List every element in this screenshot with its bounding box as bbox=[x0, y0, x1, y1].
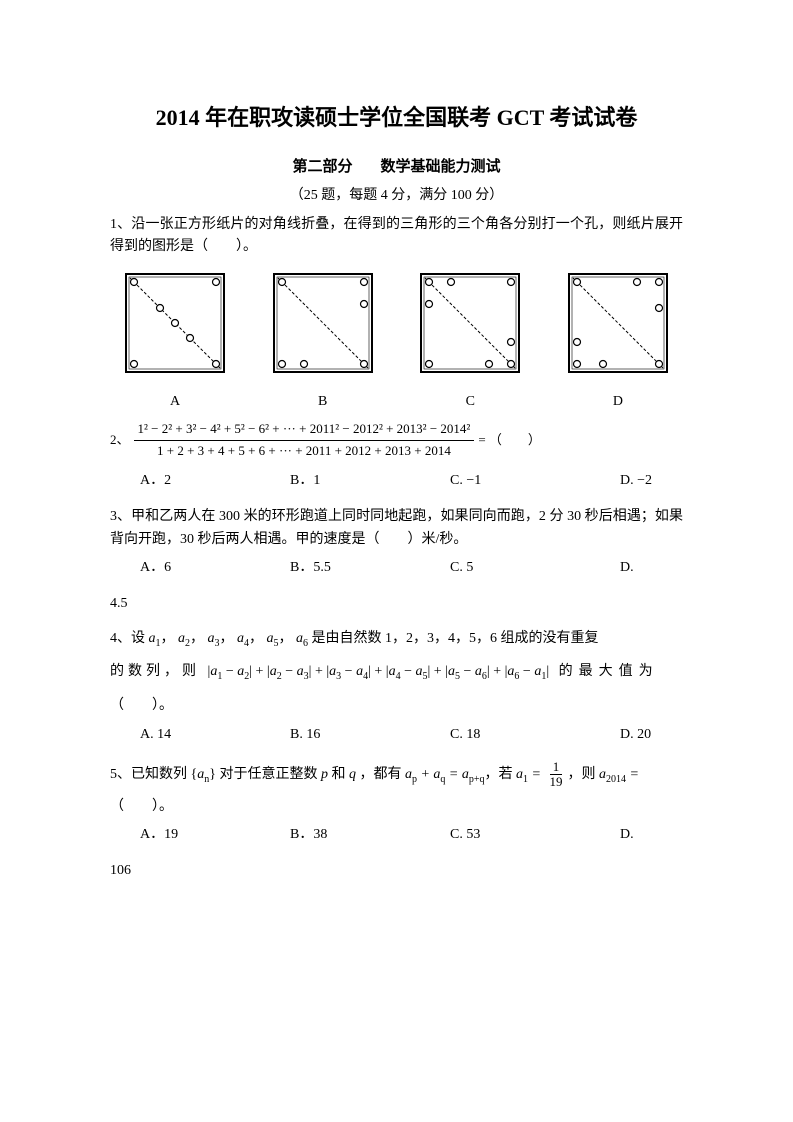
q2-prefix: 2、 bbox=[110, 430, 130, 451]
q5-an: an bbox=[197, 767, 209, 782]
q5-line2: （ ）。 bbox=[110, 796, 683, 818]
q4-line2: 的数列，则 |a1 − a2| + |a2 − a3| + |a3 − a4| … bbox=[110, 661, 683, 685]
q5-p: p bbox=[321, 767, 328, 782]
q4-a4: a4 bbox=[237, 631, 249, 646]
q1-figure-b bbox=[263, 268, 383, 386]
q1-label-a: A bbox=[115, 391, 235, 413]
q5-opt-b: B．38 bbox=[290, 824, 450, 846]
q3-options: A．6 B．5.5 C. 5 D. bbox=[140, 557, 683, 579]
q2-text: 2、 1² − 2² + 3² − 4² + 5² − 6² + ··· + 2… bbox=[110, 419, 683, 462]
q4-a5: a5 bbox=[267, 631, 279, 646]
q1-figures bbox=[110, 268, 683, 386]
q5-options: A．19 B．38 C. 53 D. bbox=[140, 824, 683, 846]
q5-eq: ap + aq = ap+q bbox=[405, 767, 485, 782]
q5-and: 和 bbox=[328, 767, 349, 782]
q1-figure-a bbox=[115, 268, 235, 386]
q5-opt-c: C. 53 bbox=[450, 824, 620, 846]
q4-opt-a: A. 14 bbox=[140, 724, 290, 746]
q4-options: A. 14 B. 16 C. 18 D. 20 bbox=[140, 724, 683, 746]
q1-figure-labels: A B C D bbox=[110, 391, 683, 413]
q2-denominator: 1 + 2 + 3 + 4 + 5 + 6 + ··· + 2011 + 201… bbox=[153, 441, 455, 462]
q3-opt-d: D. bbox=[620, 557, 634, 579]
q4-opt-c: C. 18 bbox=[450, 724, 620, 746]
q5-opt-d: D. bbox=[620, 824, 634, 846]
q3-opt-a: A．6 bbox=[140, 557, 290, 579]
q3-opt-b: B．5.5 bbox=[290, 557, 450, 579]
q4-post: 是由自然数 1，2，3，4，5，6 组成的没有重复 bbox=[312, 631, 599, 646]
exam-meta: （25 题，每题 4 分，满分 100 分） bbox=[110, 185, 683, 207]
q2-opt-c: C. −1 bbox=[450, 470, 620, 492]
q5-pre: 5、已知数列 { bbox=[110, 767, 197, 782]
q4-expr: |a1 − a2| + |a2 − a3| + |a3 − a4| + |a4 … bbox=[208, 664, 550, 679]
q2-numerator: 1² − 2² + 3² − 4² + 5² − 6² + ··· + 2011… bbox=[134, 419, 475, 441]
q4-pre: 4、设 bbox=[110, 631, 145, 646]
q4-opt-b: B. 16 bbox=[290, 724, 450, 746]
q1-label-b: B bbox=[263, 391, 383, 413]
q5-frac: 119 bbox=[546, 760, 565, 790]
subtitle-part1: 第二部分 bbox=[292, 159, 352, 175]
q5-a2014: a2014 = bbox=[599, 767, 639, 782]
q2-opt-a: A．2 bbox=[140, 470, 290, 492]
q4-a1: a1 bbox=[149, 631, 161, 646]
q2-equals: = （ ） bbox=[478, 430, 541, 451]
q3-text: 3、甲和乙两人在 300 米的环形跑道上同时同地起跑，如果同向而跑，2 分 30… bbox=[110, 506, 683, 551]
q5-a1: a1 = bbox=[516, 767, 544, 782]
q4-a2: a2 bbox=[178, 631, 190, 646]
q2-fraction: 1² − 2² + 3² − 4² + 5² − 6² + ··· + 2011… bbox=[134, 419, 475, 462]
q2-opt-d: D. −2 bbox=[620, 470, 652, 492]
q4-a6: a6 bbox=[296, 631, 308, 646]
q1-text: 1、沿一张正方形纸片的对角线折叠，在得到的三角形的三个角各分别打一个孔，则纸片展… bbox=[110, 214, 683, 259]
q5-mid2: ，都有 bbox=[356, 767, 405, 782]
section-subtitle: 第二部分 数学基础能力测试 bbox=[110, 155, 683, 179]
q5-line1: 5、已知数列 {an} 对于任意正整数 p 和 q ，都有 ap + aq = … bbox=[110, 760, 683, 790]
q5-opt-a: A．19 bbox=[140, 824, 290, 846]
subtitle-part2: 数学基础能力测试 bbox=[381, 159, 501, 175]
q5-continuation: 106 bbox=[110, 860, 683, 882]
q3-opt-c: C. 5 bbox=[450, 557, 620, 579]
q4-opt-d: D. 20 bbox=[620, 724, 651, 746]
q4-line2-post: 的最大值为 bbox=[549, 664, 659, 679]
q3-continuation: 4.5 bbox=[110, 593, 683, 615]
q1-label-d: D bbox=[558, 391, 678, 413]
q1-figure-c bbox=[410, 268, 530, 386]
q5-mid3: ，若 bbox=[485, 767, 517, 782]
q4-line2-pre: 的数列，则 bbox=[110, 664, 208, 679]
q4-line1: 4、设 a1， a2， a3， a4， a5， a6 是由自然数 1，2，3，4… bbox=[110, 628, 683, 652]
q5-mid4: ，则 bbox=[567, 767, 599, 782]
q4-a3: a3 bbox=[208, 631, 220, 646]
q5-q: q bbox=[349, 767, 356, 782]
q2-options: A．2 B．1 C. −1 D. −2 bbox=[140, 470, 683, 492]
page-title: 2014 年在职攻读硕士学位全国联考 GCT 考试试卷 bbox=[110, 100, 683, 135]
q1-figure-d bbox=[558, 268, 678, 386]
q5-mid1: } 对于任意正整数 bbox=[209, 767, 321, 782]
q1-label-c: C bbox=[410, 391, 530, 413]
q2-opt-b: B．1 bbox=[290, 470, 450, 492]
q4-line3: （ ）。 bbox=[110, 695, 683, 717]
